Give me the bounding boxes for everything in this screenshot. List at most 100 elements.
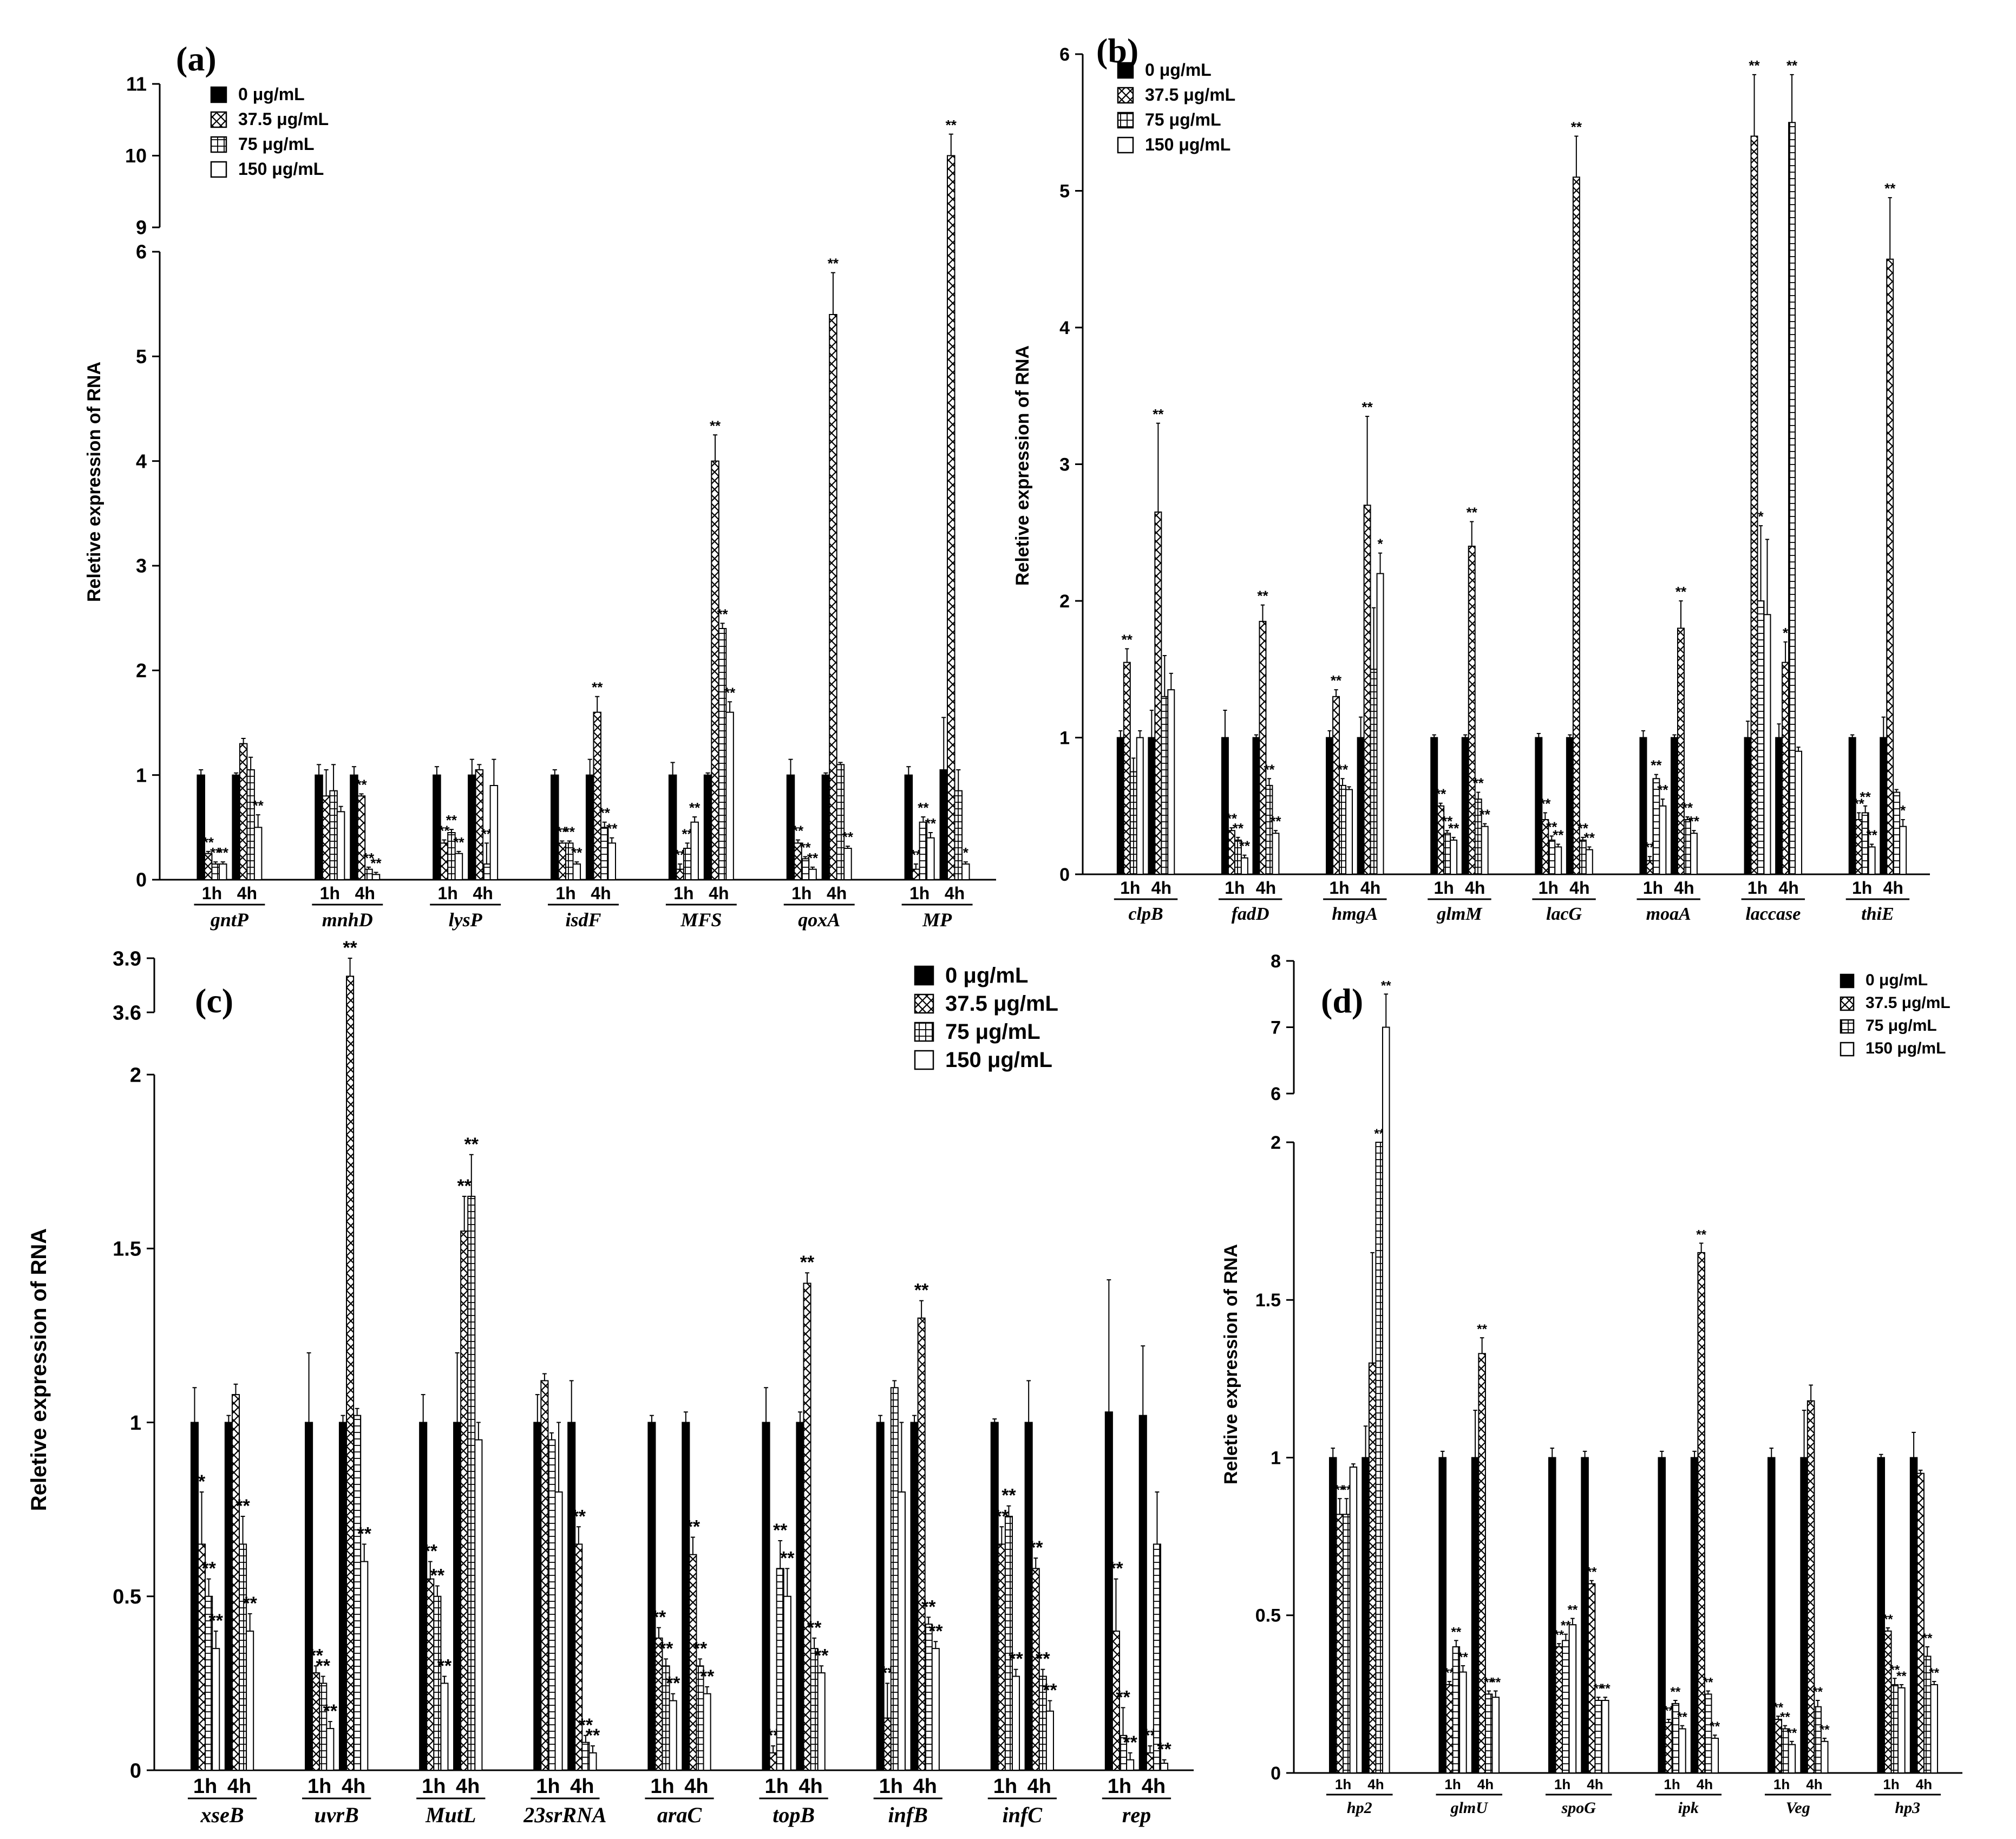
significance-mark: ** (1819, 1723, 1830, 1737)
bar (1004, 1515, 1013, 1771)
bar (1806, 1400, 1815, 1773)
significance-mark: ** (1696, 1227, 1706, 1242)
bar (1491, 1697, 1500, 1773)
significance-mark: ** (1477, 1322, 1487, 1337)
significance-mark: ** (356, 776, 367, 793)
bar (1594, 1700, 1602, 1773)
legend-swatch (1117, 87, 1134, 104)
bar (1452, 1646, 1461, 1773)
time-label: 1h (1664, 1776, 1680, 1792)
bar (1104, 1411, 1113, 1771)
bar (954, 790, 963, 880)
y-tick-label: 0.5 (1255, 1606, 1281, 1626)
bar (1782, 662, 1790, 875)
time-label: 4h (570, 1775, 594, 1798)
time-label: 4h (709, 883, 729, 903)
y-tick-label: 1 (1059, 728, 1070, 748)
bar (1126, 1759, 1135, 1771)
legend-label: 37.5 μg/mL (1145, 85, 1235, 104)
significance-mark: ** (828, 256, 839, 272)
bar (904, 774, 913, 880)
y-tick-label: 3 (1059, 454, 1070, 475)
bar (326, 1727, 335, 1771)
gene-label: xseB (200, 1803, 244, 1827)
significance-mark: ** (243, 1593, 257, 1614)
y-tick-label: 5 (136, 345, 147, 368)
significance-mark: ** (453, 834, 464, 850)
significance-mark: * (963, 845, 969, 861)
bar (246, 1631, 254, 1771)
significance-mark: ** (1571, 119, 1582, 135)
bar (990, 1422, 999, 1771)
bar (703, 1693, 711, 1771)
bar (1272, 833, 1280, 875)
significance-mark: ** (1233, 820, 1244, 836)
significance-mark: ** (1341, 1483, 1352, 1497)
significance-mark: * (1900, 802, 1906, 819)
bar (676, 868, 684, 880)
significance-mark: ** (1677, 1710, 1687, 1725)
significance-mark: ** (724, 684, 736, 701)
significance-mark: ** (1122, 631, 1133, 647)
significance-mark: ** (1331, 672, 1342, 689)
legend-label: 37.5 μg/mL (238, 109, 329, 129)
bar (711, 460, 719, 880)
bar (810, 1648, 819, 1771)
bar (817, 1672, 826, 1771)
gene-label: MP (922, 909, 952, 931)
gene-label: qoxA (798, 909, 840, 931)
y-tick-label: 0 (136, 869, 147, 891)
bar (1554, 846, 1562, 875)
y-axis-title: Reletive expression of RNA (84, 362, 104, 602)
bar (836, 764, 845, 881)
legend-label: 37.5 μg/mL (945, 992, 1058, 1016)
gene-label: gntP (210, 909, 249, 931)
bar (1909, 1457, 1918, 1773)
bar (1886, 258, 1894, 875)
significance-mark: ** (914, 1280, 929, 1301)
bar (1123, 662, 1131, 875)
y-axis-title: Reletive expression of RNA (1012, 345, 1033, 586)
bar (1861, 812, 1869, 875)
bar (1572, 176, 1580, 875)
time-label: 1h (1434, 878, 1454, 898)
legend-label: 0 μg/mL (1145, 60, 1212, 80)
bar (1349, 1466, 1358, 1774)
bar (440, 1683, 449, 1771)
bar (1665, 1722, 1673, 1774)
significance-mark: ** (1381, 978, 1391, 993)
time-label: 1h (1225, 878, 1245, 898)
bar (197, 774, 205, 880)
legend-label: 0 μg/mL (1866, 971, 1928, 989)
bar (547, 1439, 556, 1771)
significance-mark: ** (717, 606, 728, 622)
bar (468, 774, 476, 880)
bar (939, 769, 948, 880)
bar (1160, 1763, 1169, 1771)
time-label: 1h (1643, 878, 1663, 898)
significance-mark: ** (1451, 1625, 1462, 1639)
gene-label: fadD (1232, 904, 1269, 924)
bar (572, 863, 581, 880)
significance-mark: ** (1703, 1676, 1713, 1690)
bar (1893, 791, 1901, 875)
bar (1677, 627, 1685, 875)
bar (1788, 122, 1796, 875)
time-label: 4h (798, 1775, 822, 1798)
panel-label: (a) (176, 40, 217, 78)
time-label: 1h (438, 883, 458, 903)
gene-label: isdF (565, 909, 601, 931)
significance-mark: ** (210, 845, 221, 861)
significance-mark: ** (235, 1496, 250, 1516)
bar (433, 1595, 442, 1771)
significance-mark: ** (1688, 813, 1700, 829)
significance-mark: ** (1444, 1666, 1455, 1680)
legend-swatch (210, 136, 227, 153)
significance-mark: ** (438, 823, 450, 839)
bar (489, 785, 499, 880)
time-label: 1h (1329, 878, 1349, 898)
gene-label: ipk (1678, 1799, 1699, 1817)
bar (876, 1422, 885, 1771)
bar (1774, 1718, 1783, 1774)
time-label: 4h (1027, 1775, 1051, 1798)
